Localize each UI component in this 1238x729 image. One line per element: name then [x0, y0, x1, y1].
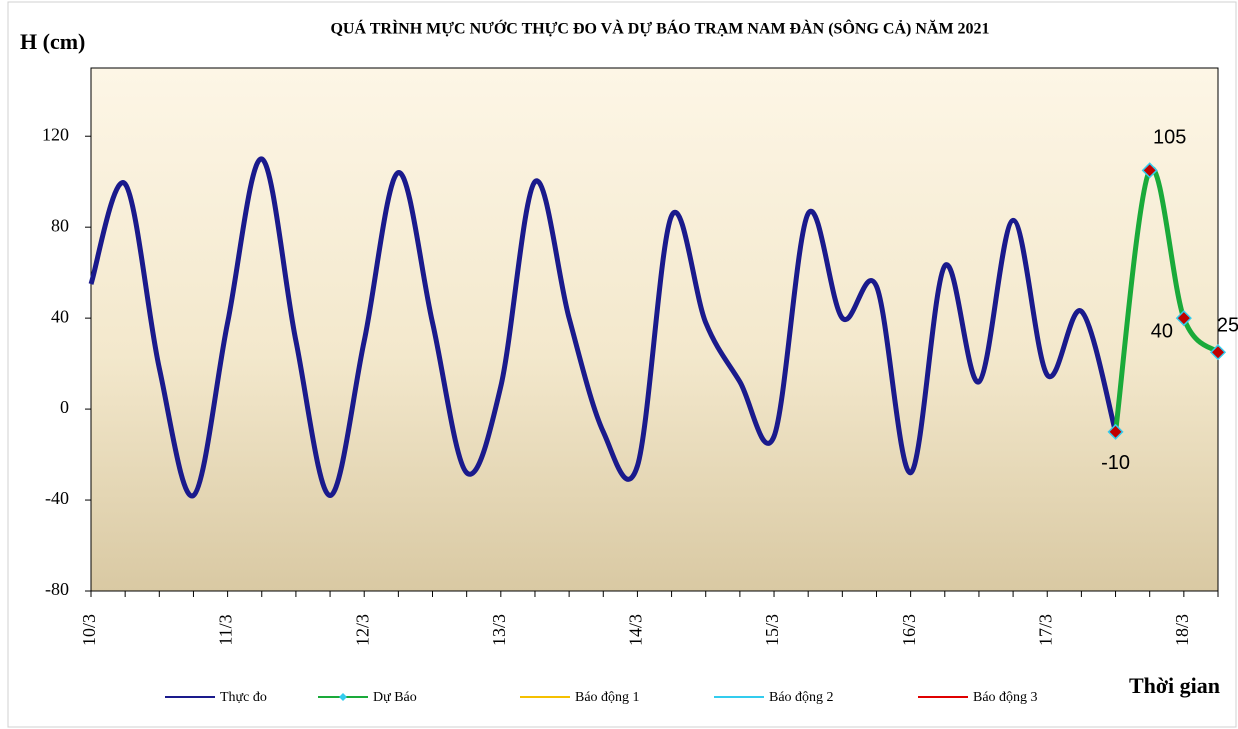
marker — [1175, 310, 1192, 327]
legend-label: Báo động 2 — [769, 690, 834, 705]
marker — [1209, 344, 1227, 361]
x-tick-label: 14/3 — [626, 614, 646, 646]
series-line — [1113, 166, 1220, 433]
marker — [1107, 423, 1124, 440]
x-tick-label: 12/3 — [352, 614, 372, 646]
legend-label: Dự Báo — [373, 690, 417, 705]
legend-label: Báo động 3 — [973, 690, 1038, 705]
x-tick-label: 10/3 — [79, 614, 99, 646]
x-tick-label: 13/3 — [489, 614, 509, 646]
x-tick-label: 16/3 — [899, 614, 919, 646]
y-tick-label: -80 — [45, 579, 69, 599]
data-label: 25 — [1217, 315, 1238, 337]
x-tick-label: 18/3 — [1172, 614, 1192, 646]
x-tick-label: 11/3 — [216, 614, 236, 645]
chart-title: QUÁ TRÌNH MỰC NƯỚC THỰC ĐO VÀ DỰ BÁO TRẠ… — [330, 19, 989, 38]
y-tick-label: 120 — [42, 124, 69, 144]
marker — [1141, 162, 1158, 179]
series-line — [88, 156, 1118, 499]
legend-marker — [339, 693, 347, 701]
x-axis-label: Thời gian — [1129, 673, 1220, 698]
y-tick-label: 80 — [51, 215, 69, 235]
data-label: 40 — [1151, 320, 1173, 342]
y-axis-label: H (cm) — [20, 29, 85, 54]
x-tick-label: 17/3 — [1035, 614, 1055, 646]
data-label: 105 — [1153, 127, 1186, 149]
x-tick-label: 15/3 — [762, 614, 782, 646]
legend-label: Báo động 1 — [575, 690, 640, 705]
legend-label: Thực đo — [220, 690, 267, 705]
data-label: -10 — [1101, 452, 1130, 474]
y-tick-label: 0 — [60, 397, 69, 417]
y-tick-label: -40 — [45, 488, 69, 508]
y-tick-label: 40 — [51, 306, 69, 326]
